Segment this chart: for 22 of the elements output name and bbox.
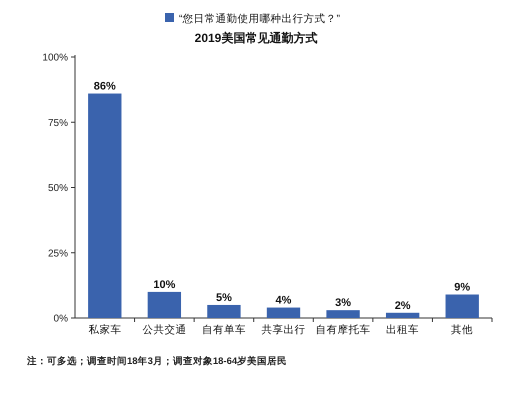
data-label: 10%	[153, 278, 176, 291]
x-tick-label: 自有摩托车	[316, 323, 371, 336]
data-label: 86%	[94, 80, 116, 93]
legend-label: “您日常通勤使用哪种出行方式？”	[179, 12, 340, 25]
y-tick-label: 100%	[42, 52, 68, 64]
x-tick-label: 其他	[451, 323, 474, 336]
data-label: 3%	[335, 297, 352, 310]
x-tick-label: 出租车	[386, 323, 420, 336]
data-label: 4%	[276, 294, 292, 307]
data-label: 5%	[216, 292, 232, 304]
y-tick-label: 50%	[48, 183, 68, 194]
text: 注：可多选；调查时间18年3月；调查对象18-64岁美国居民	[26, 355, 288, 367]
y-tick-label: 0%	[54, 314, 68, 324]
chart-title: 2019美国常见通勤方式	[194, 31, 318, 45]
y-tick-label: 25%	[48, 248, 68, 260]
data-label: 9%	[454, 282, 470, 294]
x-tick-label: 自有单车	[202, 323, 246, 336]
x-tick-label: 公共交通	[142, 323, 186, 336]
y-tick-label: 75%	[48, 118, 68, 129]
x-tick-label: 共享出行	[262, 323, 306, 336]
data-label: 2%	[394, 300, 411, 312]
x-tick-label: 私家车	[88, 323, 122, 336]
